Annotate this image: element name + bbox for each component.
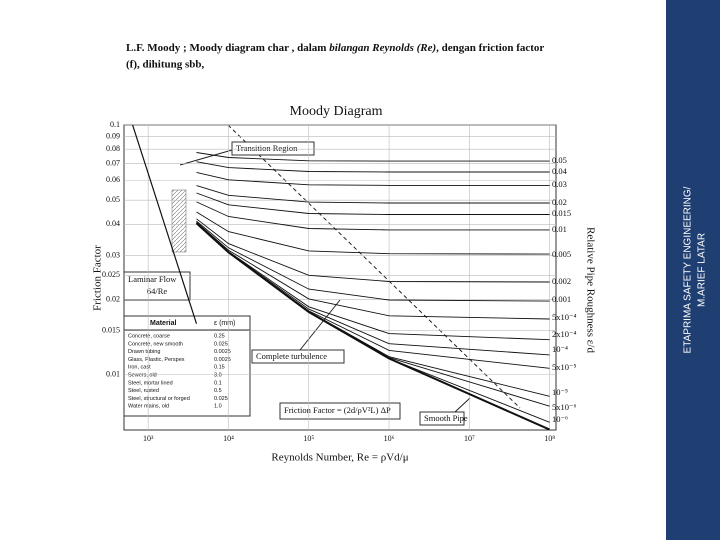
x-tick-label: 10⁶ <box>384 434 395 443</box>
series-line <box>196 192 550 215</box>
heading-part: bilangan Reynolds (Re) <box>329 42 436 54</box>
series-label: 10⁻⁶ <box>552 414 568 424</box>
series-label: 0.05 <box>552 155 567 165</box>
annotation: 64/Re <box>147 286 168 296</box>
series-label: 5x10⁻⁵ <box>552 362 576 372</box>
arrow <box>299 299 341 351</box>
y-tick-label: 0.02 <box>106 294 120 303</box>
y-tick-label: 0.025 <box>102 270 120 279</box>
table-cell: 0.15 <box>214 365 225 371</box>
y-tick-label: 0.08 <box>106 144 120 153</box>
sidebar-text: M.ARIEF LATAR <box>697 233 708 307</box>
annotation-box <box>251 349 345 364</box>
series-label: 0.015 <box>552 208 571 218</box>
x-axis-label: Reynolds Number, Re = ρVd/μ <box>271 452 408 464</box>
table-cell: Steel, mortar lined <box>128 380 173 386</box>
x-tick-label: 10⁷ <box>464 434 475 443</box>
y2-axis-label: Relative Pipe Roughness ε/d <box>584 227 596 353</box>
table-cell: Drawn tubing <box>128 349 160 355</box>
heading: (f), dihitung sbb, <box>126 59 205 71</box>
x-tick-label: 10⁴ <box>223 434 234 443</box>
annotation-box <box>419 411 465 426</box>
table-cell: 0.0025 <box>214 349 231 355</box>
annotation: Complete turbulence <box>256 351 327 361</box>
series-label: 0.001 <box>552 294 571 304</box>
table-cell: Sewers, old <box>128 372 157 378</box>
series-label: 0.04 <box>552 166 568 176</box>
y-tick-label: 0.06 <box>106 175 120 184</box>
sidebar-text: ETAPRIMA SAFETY ENGINEERING/ <box>683 186 694 353</box>
table-cell: 1.0 <box>214 404 222 410</box>
y-axis-label: Friction Factor <box>92 245 104 311</box>
annotation-box <box>231 141 315 156</box>
y-tick-label: 0.1 <box>110 120 120 129</box>
table-cell: 0.025 <box>214 396 228 402</box>
heading-part: L.F. Moody ; Moody diagram char , dalam <box>126 42 329 54</box>
series-line <box>196 161 550 173</box>
table-cell: Concrete, new smooth <box>128 341 183 347</box>
sidebar <box>666 0 720 540</box>
table-cell: 0.0025 <box>214 357 231 363</box>
x-tick-label: 10⁵ <box>303 434 314 443</box>
annotation-box <box>279 402 401 420</box>
series-label: 10⁻⁵ <box>552 387 568 397</box>
series-label: 2x10⁻⁴ <box>552 329 576 339</box>
table-cell: Steel, structural or forged <box>128 396 190 402</box>
series-line <box>196 211 550 255</box>
series-line <box>196 220 550 302</box>
series-label: Laminar Flow <box>128 274 177 284</box>
arrow <box>454 397 471 413</box>
y-tick-label: 0.09 <box>106 131 120 140</box>
table-cell: Concrete, coarse <box>128 333 170 339</box>
table-cell: 0.5 <box>214 388 222 394</box>
series-line <box>196 185 550 204</box>
table-cell: 0.25 <box>214 333 225 339</box>
material-table <box>123 315 251 417</box>
table-cell: Iron, cast <box>128 365 151 371</box>
y-tick-label: 0.05 <box>106 195 120 204</box>
table-cell: Glass, Plastic, Perspex <box>128 357 185 363</box>
annotation: Friction Factor = (2d/ρV²L) ΔP <box>284 405 391 415</box>
annotation-box <box>123 271 191 301</box>
series-label: 0.005 <box>552 249 571 259</box>
series-label: Smooth Pipe <box>424 413 468 423</box>
series-line <box>195 222 551 430</box>
y-tick-label: 0.015 <box>102 325 120 334</box>
series-line <box>196 201 550 231</box>
series-label: 0.01 <box>552 224 567 234</box>
annotation: Transition Region <box>236 143 298 153</box>
table-cell: Steel, rusted <box>128 388 159 394</box>
series-line <box>196 218 550 283</box>
table-cell: 3.0 <box>214 372 222 378</box>
turbulence-boundary <box>227 124 521 409</box>
y-tick-label: 0.01 <box>106 369 120 378</box>
table-header: ε (mm) <box>214 320 235 327</box>
series-label: 5x10⁻⁴ <box>552 312 576 322</box>
series-line <box>196 152 550 162</box>
series-line <box>196 171 550 186</box>
series-label: 0.002 <box>552 276 571 286</box>
table-cell: Water mains, old <box>128 404 169 410</box>
x-tick-label: 10³ <box>143 434 154 443</box>
table-header: Material <box>150 320 177 327</box>
series-label: 0.03 <box>552 179 567 189</box>
x-tick-label: 10⁸ <box>544 434 555 443</box>
heading: L.F. Moody ; Moody diagram char , dalam … <box>126 42 544 54</box>
y-tick-label: 0.04 <box>106 219 120 228</box>
series-line <box>132 125 198 324</box>
series-label: 5x10⁻⁶ <box>552 402 576 412</box>
series-label: 0.02 <box>552 197 567 207</box>
table-cell: 0.025 <box>214 341 228 347</box>
y-tick-label: 0.07 <box>106 158 120 167</box>
arrow <box>179 149 233 166</box>
y-tick-label: 0.03 <box>106 250 120 259</box>
heading-part: , dengan friction factor <box>436 42 544 54</box>
series-label: 10⁻⁴ <box>552 344 568 354</box>
transition-region <box>171 189 187 253</box>
table-cell: 0.1 <box>214 380 222 386</box>
series-line <box>196 221 550 320</box>
chart-title: Moody Diagram <box>290 104 383 119</box>
